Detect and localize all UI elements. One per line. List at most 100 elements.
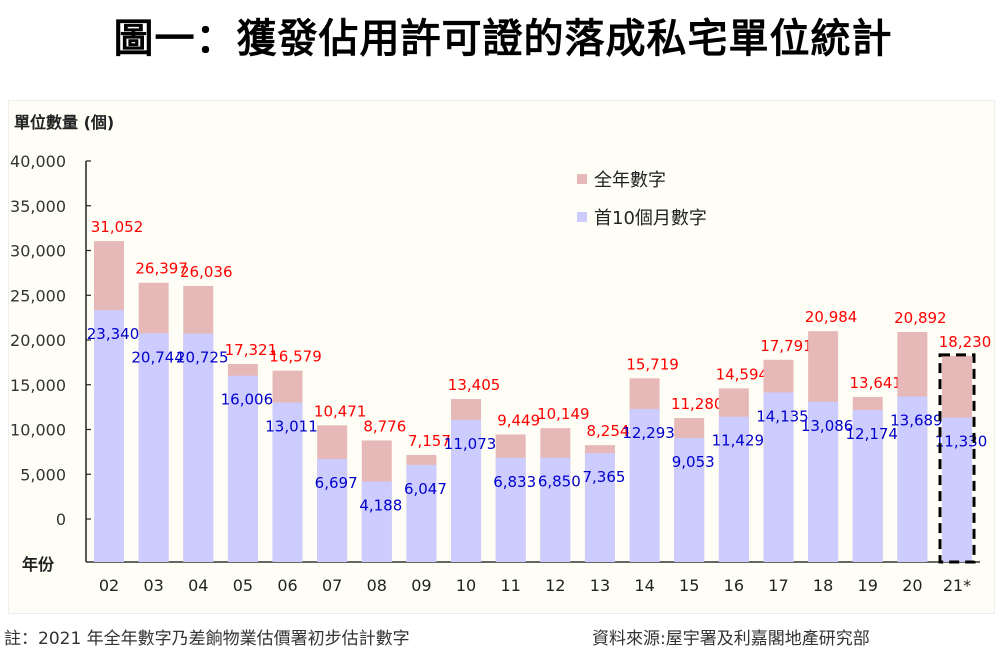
bar-first-10-months [763, 392, 794, 562]
data-label-first-10-months: 4,188 [359, 497, 402, 515]
x-tick-label: 14 [634, 576, 654, 595]
data-label-first-10-months: 13,011 [265, 418, 318, 436]
data-label-full-year: 8,776 [363, 417, 406, 435]
data-label-full-year: 14,594 [716, 365, 769, 383]
data-label-full-year: 8,254 [586, 422, 629, 440]
legend-label: 首10個月數字 [594, 208, 707, 229]
legend-swatch [577, 212, 587, 222]
y-tick-label: 35,000 [10, 197, 66, 216]
x-tick-label: 09 [411, 576, 431, 595]
data-label-full-year: 7,157 [408, 432, 451, 450]
x-tick-label: 05 [233, 576, 253, 595]
x-axis-label: 年份 [22, 555, 55, 574]
bar-first-10-months [808, 401, 839, 562]
data-label-full-year: 18,230 [939, 333, 992, 351]
data-label-first-10-months: 6,047 [404, 480, 447, 498]
x-tick-label: 10 [456, 576, 476, 595]
bar-first-10-months [406, 464, 437, 562]
y-tick-label: 30,000 [10, 242, 66, 261]
x-tick-label: 19 [858, 576, 878, 595]
data-label-first-10-months: 13,086 [801, 417, 854, 435]
data-label-full-year: 31,052 [91, 218, 144, 236]
data-label-first-10-months: 6,833 [493, 473, 536, 491]
bar-first-10-months [852, 410, 883, 562]
bar-first-10-months [629, 408, 660, 562]
data-label-full-year: 15,719 [626, 355, 679, 373]
data-label-first-10-months: 6,697 [315, 474, 358, 492]
data-label-first-10-months: 11,330 [935, 433, 988, 451]
x-tick-label: 04 [188, 576, 208, 595]
bar-first-10-months [138, 333, 169, 562]
data-label-first-10-months: 23,340 [87, 325, 140, 343]
data-label-first-10-months: 20,744 [131, 348, 184, 366]
x-tick-label: 15 [679, 576, 699, 595]
data-label-full-year: 9,449 [497, 411, 540, 429]
data-label-first-10-months: 14,135 [756, 407, 809, 425]
bar-first-10-months [361, 481, 392, 562]
x-tick-label: 13 [590, 576, 610, 595]
data-label-first-10-months: 16,006 [221, 391, 274, 409]
footnote: 註：2021 年全年數字乃差餉物業估價署初步估計數字 [4, 629, 410, 649]
data-label-first-10-months: 6,850 [538, 473, 581, 491]
x-tick-label: 11 [501, 576, 521, 595]
y-tick-label: 20,000 [10, 331, 66, 350]
bar-first-10-months [674, 437, 705, 562]
bar-first-10-months [317, 459, 348, 562]
y-axis-label: 單位數量 (個) [14, 113, 114, 132]
data-label-first-10-months: 11,429 [712, 432, 765, 450]
y-tick-label: 5,000 [20, 465, 66, 484]
x-tick-label: 21* [943, 576, 971, 595]
x-tick-label: 18 [813, 576, 833, 595]
x-tick-label: 20 [902, 576, 922, 595]
legend-label: 全年數字 [594, 170, 666, 191]
legend-swatch [577, 174, 587, 184]
data-label-full-year: 17,321 [225, 341, 278, 359]
data-label-first-10-months: 7,365 [582, 468, 625, 486]
bar-first-10-months [942, 417, 972, 562]
x-tick-label: 16 [724, 576, 744, 595]
bar-first-10-months [718, 416, 749, 562]
data-label-full-year: 17,791 [760, 337, 813, 355]
data-label-full-year: 26,397 [135, 260, 188, 278]
data-label-full-year: 16,579 [269, 348, 322, 366]
data-label-full-year: 10,149 [537, 405, 590, 423]
y-tick-label: 10,000 [10, 421, 66, 440]
data-label-full-year: 11,280 [671, 395, 724, 413]
data-label-first-10-months: 13,689 [890, 411, 943, 429]
y-tick-label: 25,000 [10, 286, 66, 305]
x-tick-label: 12 [545, 576, 565, 595]
data-label-full-year: 26,036 [180, 263, 233, 281]
bar-first-10-months [94, 310, 124, 562]
x-tick-label: 08 [367, 576, 387, 595]
data-label-first-10-months: 11,073 [444, 435, 497, 453]
source-note: 資料來源:屋宇署及利嘉閣地產研究部 [592, 629, 870, 649]
x-tick-label: 17 [768, 576, 788, 595]
data-label-first-10-months: 12,174 [845, 425, 898, 443]
y-tick-label: 15,000 [10, 376, 66, 395]
y-tick-label: 0 [56, 510, 66, 529]
bar-first-10-months [183, 333, 214, 562]
bar-first-10-months [451, 419, 482, 562]
bar-first-10-months [584, 453, 615, 562]
data-label-full-year: 13,641 [849, 374, 902, 392]
y-tick-label: 40,000 [10, 152, 66, 171]
data-label-full-year: 20,892 [894, 309, 947, 327]
bar-first-10-months [897, 396, 928, 562]
bar-chart: 單位數量 (個) 年份 40,000 35,000 30,000 25,000 20,000… [10, 113, 992, 595]
data-label-first-10-months: 20,725 [176, 349, 229, 367]
bar-first-10-months [495, 457, 526, 562]
x-tick-label: 06 [277, 576, 297, 595]
highlight-dashed-box [938, 353, 976, 564]
bar-first-10-months [272, 402, 303, 562]
x-tick-label: 07 [322, 576, 342, 595]
data-label-first-10-months: 9,053 [672, 453, 715, 471]
x-tick-label: 02 [99, 576, 119, 595]
data-label-full-year: 13,405 [448, 376, 501, 394]
data-label-full-year: 20,984 [805, 308, 858, 326]
data-label-full-year: 10,471 [314, 402, 367, 420]
bar-first-10-months [540, 457, 571, 562]
bar-first-10-months [227, 375, 258, 562]
data-label-first-10-months: 12,293 [622, 424, 675, 442]
x-tick-label: 03 [143, 576, 163, 595]
chart-title: 圖一：獲發佔用許可證的落成私宅單位統計 [113, 16, 893, 62]
